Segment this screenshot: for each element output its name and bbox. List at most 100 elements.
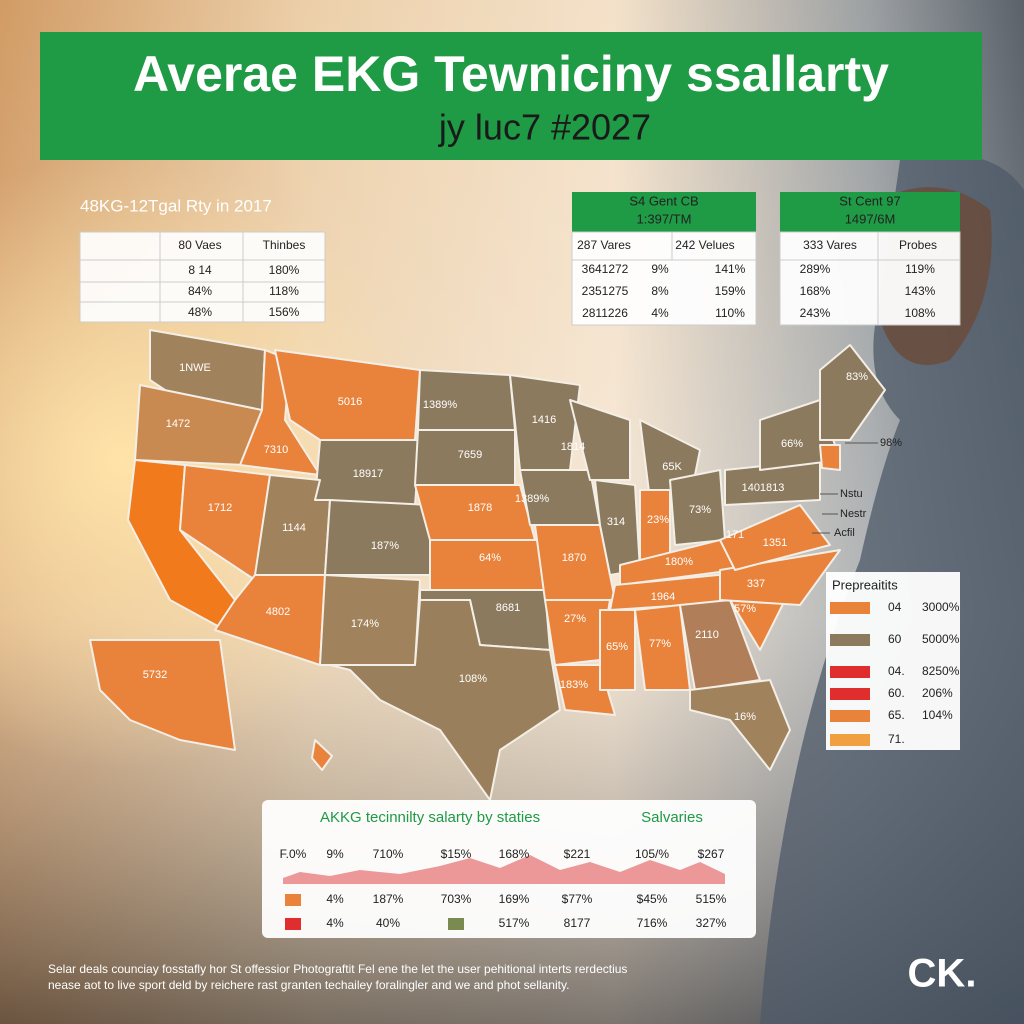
panel-cell: 105/%	[635, 847, 669, 861]
state-label: 27%	[564, 613, 586, 625]
panel-cell: 9%	[326, 847, 344, 861]
panel-cell: 168%	[499, 847, 530, 861]
column-header: Thinbes	[263, 238, 306, 252]
table-cell: 8%	[651, 284, 669, 298]
state-label: 2110	[695, 629, 719, 641]
legend-label: 104%	[922, 708, 953, 722]
column-header: 287 Vares	[577, 238, 631, 252]
legend-swatch	[830, 602, 870, 614]
state-label: 77%	[649, 638, 671, 650]
panel-swatch	[448, 918, 464, 930]
state-label: 314	[607, 516, 625, 528]
panel-cell: $221	[564, 847, 591, 861]
state	[599, 609, 636, 691]
state-label: 1389%	[515, 493, 549, 505]
state-label: 171	[726, 529, 744, 541]
callout-label: 98%	[880, 437, 902, 449]
panel-cell: $45%	[637, 892, 668, 906]
state-label: 337	[747, 578, 765, 590]
column-header: 242 Velues	[675, 238, 734, 252]
state-label: 1144	[282, 522, 306, 534]
panel-cell: 703%	[441, 892, 472, 906]
table-title: 1497/6M	[845, 211, 896, 226]
panel-swatch	[285, 894, 301, 906]
panel-cell: 8177	[564, 916, 591, 930]
legend-box	[826, 572, 960, 750]
logo: CK.	[908, 952, 977, 996]
panel-cell: 169%	[499, 892, 530, 906]
panel-cell: 515%	[696, 892, 727, 906]
table-cell: 108%	[905, 306, 936, 320]
state-label: 5732	[143, 669, 167, 681]
state	[89, 639, 236, 751]
panel-cell: $15%	[441, 847, 472, 861]
legend-label: 71.	[888, 732, 905, 746]
table-cell: 243%	[800, 306, 831, 320]
state	[719, 549, 841, 606]
table-cell: 2811226	[582, 306, 628, 320]
table	[779, 231, 961, 326]
table-cell: 3641272	[582, 262, 629, 276]
column-header: 333 Vares	[803, 238, 857, 252]
state-label: 8681	[496, 602, 520, 614]
table-cell: 180%	[269, 263, 300, 277]
state-label: 83%	[846, 371, 868, 383]
state-label: 23%	[647, 514, 669, 526]
legend-label: 60	[888, 632, 902, 646]
state	[429, 539, 546, 591]
table-cell: 2351275	[582, 284, 629, 298]
state-label: 73%	[689, 504, 711, 516]
state-label: 1878	[468, 502, 492, 514]
table	[571, 231, 757, 326]
legend-label: 5000%	[922, 632, 960, 646]
panel-cell: 4%	[326, 892, 344, 906]
legend-label: 60.	[888, 686, 905, 700]
panel-cell: 187%	[373, 892, 404, 906]
sparkline-area	[283, 855, 725, 884]
column-header: 80 Vaes	[178, 238, 221, 252]
state	[819, 444, 841, 471]
panel-title: AKKG tecinnilty salarty by staties	[320, 809, 540, 826]
state-label: 1472	[166, 418, 190, 430]
callout-label: Acfil	[834, 527, 855, 539]
title: Averae EKG Tewniciny ssallarty	[133, 46, 889, 102]
table-cell: 159%	[715, 284, 746, 298]
state-label: 4802	[266, 606, 290, 618]
state-label: 7310	[264, 444, 288, 456]
column-header: Probes	[899, 238, 937, 252]
legend-label: 8250%	[922, 664, 960, 678]
state-label: 1351	[763, 537, 787, 549]
state	[214, 574, 326, 666]
state-label: 180%	[665, 556, 693, 568]
state-label: 7659	[458, 449, 482, 461]
table-cell: 119%	[905, 262, 935, 276]
panel-cell: 4%	[326, 916, 344, 930]
callout-label: Nestr	[840, 508, 867, 520]
state	[311, 739, 333, 771]
legend-swatch	[830, 634, 870, 646]
table-cell: 8 14	[188, 263, 212, 277]
table-cell: 4%	[651, 306, 669, 320]
panel-subtitle: Salvaries	[641, 809, 703, 826]
panel-cell: $77%	[562, 892, 593, 906]
panel-cell: 710%	[373, 847, 404, 861]
table-title: 1:397/TM	[637, 211, 692, 226]
panel-cell: 716%	[637, 916, 668, 930]
legend-label: 04	[888, 600, 902, 614]
state	[324, 499, 431, 576]
panel-cell: 517%	[499, 916, 530, 930]
table-cell: 289%	[800, 262, 831, 276]
us-map	[89, 329, 886, 801]
panel-cell: $267	[698, 847, 725, 861]
state-label: 1401813	[742, 482, 785, 494]
table-title: 48KG-12Tgal Rty in 2017	[80, 196, 272, 215]
state-label: 1NWE	[179, 362, 211, 374]
legend-label: 206%	[922, 686, 953, 700]
table-cell: 141%	[715, 262, 746, 276]
table-header	[572, 192, 756, 232]
table-cell: 156%	[269, 305, 300, 319]
state	[679, 599, 761, 691]
table-cell: 118%	[269, 284, 299, 298]
